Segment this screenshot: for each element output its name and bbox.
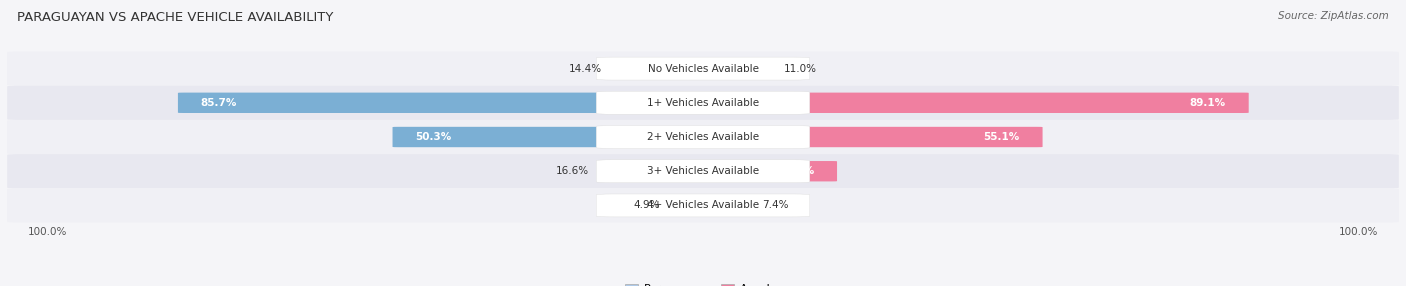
FancyBboxPatch shape (596, 160, 810, 183)
FancyBboxPatch shape (7, 154, 1399, 188)
Text: No Vehicles Available: No Vehicles Available (648, 63, 758, 74)
FancyBboxPatch shape (7, 51, 1399, 86)
Legend: Paraguayan, Apache: Paraguayan, Apache (620, 279, 786, 286)
FancyBboxPatch shape (7, 188, 1399, 223)
FancyBboxPatch shape (7, 120, 1399, 154)
Text: 2+ Vehicles Available: 2+ Vehicles Available (647, 132, 759, 142)
Text: 21.2%: 21.2% (778, 166, 814, 176)
Text: 55.1%: 55.1% (984, 132, 1019, 142)
Text: 1+ Vehicles Available: 1+ Vehicles Available (647, 98, 759, 108)
Text: Source: ZipAtlas.com: Source: ZipAtlas.com (1278, 11, 1389, 21)
Text: 4+ Vehicles Available: 4+ Vehicles Available (647, 200, 759, 210)
Text: 100.0%: 100.0% (1339, 227, 1378, 237)
FancyBboxPatch shape (179, 93, 709, 113)
FancyBboxPatch shape (668, 195, 709, 216)
FancyBboxPatch shape (697, 127, 1043, 147)
Text: 3+ Vehicles Available: 3+ Vehicles Available (647, 166, 759, 176)
Text: PARAGUAYAN VS APACHE VEHICLE AVAILABILITY: PARAGUAYAN VS APACHE VEHICLE AVAILABILIT… (17, 11, 333, 24)
FancyBboxPatch shape (392, 127, 709, 147)
Text: 16.6%: 16.6% (555, 166, 589, 176)
FancyBboxPatch shape (697, 93, 1249, 113)
Text: 4.9%: 4.9% (633, 200, 659, 210)
FancyBboxPatch shape (596, 126, 810, 148)
FancyBboxPatch shape (596, 57, 810, 80)
Text: 100.0%: 100.0% (28, 227, 67, 237)
FancyBboxPatch shape (596, 194, 810, 217)
FancyBboxPatch shape (697, 195, 754, 216)
Text: 14.4%: 14.4% (569, 63, 602, 74)
FancyBboxPatch shape (697, 161, 837, 181)
Text: 85.7%: 85.7% (201, 98, 238, 108)
FancyBboxPatch shape (596, 91, 810, 114)
FancyBboxPatch shape (598, 161, 709, 181)
Text: 7.4%: 7.4% (762, 200, 789, 210)
Text: 89.1%: 89.1% (1189, 98, 1226, 108)
Text: 11.0%: 11.0% (783, 63, 817, 74)
FancyBboxPatch shape (610, 58, 709, 79)
Text: 50.3%: 50.3% (415, 132, 451, 142)
FancyBboxPatch shape (697, 58, 775, 79)
FancyBboxPatch shape (7, 86, 1399, 120)
